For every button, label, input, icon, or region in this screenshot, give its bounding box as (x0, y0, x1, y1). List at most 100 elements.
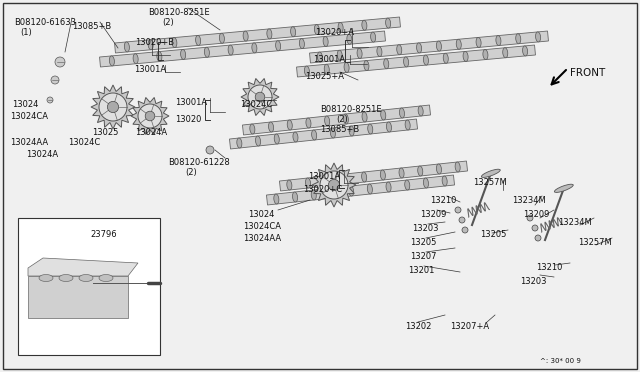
Ellipse shape (385, 18, 390, 28)
Ellipse shape (293, 132, 298, 142)
Text: 13024A: 13024A (135, 128, 167, 137)
Ellipse shape (343, 114, 348, 124)
Ellipse shape (476, 38, 481, 47)
Ellipse shape (455, 162, 460, 172)
Text: 13024C: 13024C (240, 100, 272, 109)
Ellipse shape (324, 116, 330, 126)
Ellipse shape (381, 110, 386, 120)
Text: 13024A: 13024A (26, 150, 58, 159)
Circle shape (459, 217, 465, 223)
Ellipse shape (516, 34, 521, 44)
Ellipse shape (347, 34, 352, 44)
Circle shape (145, 111, 155, 121)
Circle shape (527, 215, 533, 221)
Text: 13025+A: 13025+A (305, 72, 344, 81)
Ellipse shape (269, 122, 273, 132)
Text: B08120-8251E: B08120-8251E (320, 105, 381, 114)
Ellipse shape (124, 42, 129, 52)
Ellipse shape (386, 182, 391, 192)
Ellipse shape (330, 188, 335, 198)
Ellipse shape (362, 172, 367, 182)
Text: 13203: 13203 (412, 224, 438, 233)
Ellipse shape (250, 124, 255, 134)
Ellipse shape (228, 45, 233, 55)
Ellipse shape (418, 106, 423, 116)
Circle shape (47, 97, 53, 103)
Text: 13024AA: 13024AA (243, 234, 281, 243)
Ellipse shape (405, 120, 410, 130)
Ellipse shape (337, 50, 342, 60)
Text: 13234M: 13234M (558, 218, 592, 227)
Text: 13202: 13202 (405, 322, 431, 331)
Ellipse shape (133, 54, 138, 64)
Ellipse shape (380, 170, 385, 180)
Text: 13257M: 13257M (473, 178, 507, 187)
Text: 13024CA: 13024CA (10, 112, 48, 121)
Circle shape (328, 179, 340, 190)
Text: 13024: 13024 (12, 100, 38, 109)
Text: B08120-8251E: B08120-8251E (148, 8, 210, 17)
Polygon shape (266, 175, 454, 205)
Text: 13024: 13024 (248, 210, 275, 219)
Bar (18, 218, 160, 355)
Polygon shape (115, 17, 401, 53)
Ellipse shape (349, 186, 354, 196)
Ellipse shape (109, 56, 115, 66)
Text: 13205: 13205 (480, 230, 506, 239)
Text: 13207+A: 13207+A (450, 322, 489, 331)
Ellipse shape (343, 174, 348, 184)
Text: 13205: 13205 (410, 238, 436, 247)
Ellipse shape (522, 46, 527, 56)
Ellipse shape (99, 275, 113, 282)
Ellipse shape (330, 128, 335, 138)
Circle shape (248, 85, 272, 109)
Ellipse shape (418, 166, 423, 176)
Text: 13001A: 13001A (175, 98, 207, 107)
Ellipse shape (305, 66, 310, 76)
Text: 13085+B: 13085+B (72, 22, 111, 31)
Text: (2): (2) (185, 168, 196, 177)
Polygon shape (28, 276, 128, 318)
Ellipse shape (59, 275, 73, 282)
Text: 13085+B: 13085+B (320, 125, 359, 134)
Ellipse shape (148, 40, 153, 50)
Ellipse shape (180, 49, 186, 60)
Polygon shape (91, 85, 135, 129)
Ellipse shape (362, 20, 367, 30)
Text: 13201: 13201 (408, 266, 435, 275)
Circle shape (143, 280, 149, 286)
Ellipse shape (324, 176, 330, 186)
Polygon shape (131, 97, 169, 135)
Polygon shape (243, 105, 431, 135)
Circle shape (51, 76, 59, 84)
Ellipse shape (554, 184, 573, 192)
Text: (1): (1) (20, 28, 32, 37)
Ellipse shape (536, 32, 541, 42)
Ellipse shape (483, 49, 488, 60)
Text: 13210: 13210 (430, 196, 456, 205)
Ellipse shape (79, 275, 93, 282)
Text: B08120-61228: B08120-61228 (168, 158, 230, 167)
Circle shape (108, 102, 118, 113)
Text: 13209: 13209 (523, 210, 549, 219)
Ellipse shape (276, 41, 281, 51)
Ellipse shape (456, 39, 461, 49)
Ellipse shape (274, 134, 279, 144)
Ellipse shape (399, 108, 404, 118)
Ellipse shape (172, 38, 177, 48)
Polygon shape (28, 258, 138, 276)
Ellipse shape (287, 180, 292, 190)
Ellipse shape (442, 176, 447, 186)
Text: B08120-61633: B08120-61633 (14, 18, 76, 27)
Ellipse shape (220, 33, 225, 43)
Ellipse shape (362, 112, 367, 122)
Ellipse shape (417, 43, 422, 53)
Ellipse shape (384, 59, 388, 69)
Ellipse shape (436, 164, 442, 174)
Ellipse shape (274, 194, 279, 204)
Ellipse shape (311, 190, 316, 200)
Polygon shape (230, 119, 417, 149)
Ellipse shape (300, 39, 305, 49)
Text: ^: 30* 00 9: ^: 30* 00 9 (540, 358, 581, 364)
Ellipse shape (305, 178, 310, 188)
